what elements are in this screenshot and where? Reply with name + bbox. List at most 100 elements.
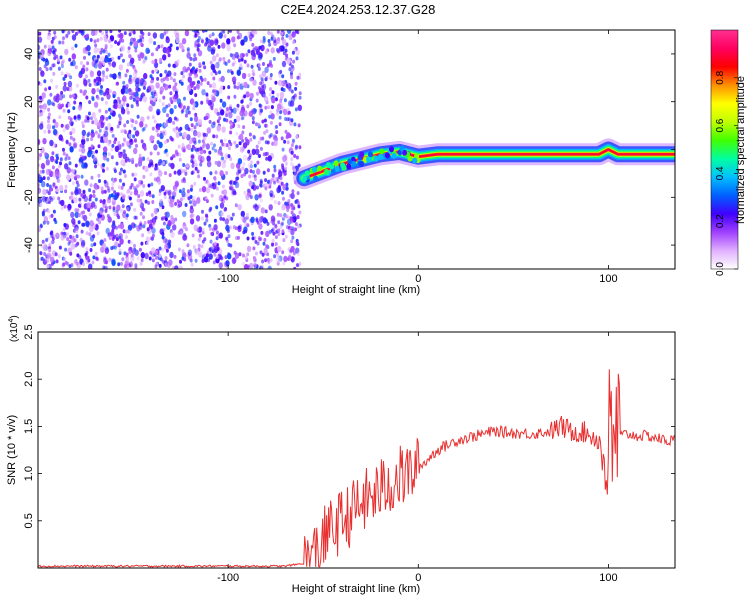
spectrogram-noise-cell — [101, 31, 105, 36]
spectrogram-noise-cell — [264, 178, 268, 183]
spectrogram-noise-cell — [80, 211, 84, 215]
spectrogram-noise-cell — [259, 250, 263, 255]
spectrogram-noise-cell — [66, 174, 71, 181]
spectrogram-noise-cell — [273, 254, 277, 259]
spectrogram-noise-cell — [182, 210, 187, 218]
spectrogram-noise-cell — [46, 33, 51, 41]
spectrogram-noise-cell — [156, 133, 160, 137]
spectrogram-noise-cell — [240, 173, 244, 178]
spectrogram-noise-cell — [249, 101, 253, 106]
spectrogram-noise-cell — [98, 220, 102, 225]
spectrogram-noise-cell — [177, 128, 181, 133]
spectrogram-noise-cell — [225, 143, 229, 148]
spectrogram-noise-cell — [280, 136, 284, 141]
spectrogram-noise-cell — [128, 144, 132, 149]
spectrogram-noise-cell — [96, 231, 100, 236]
spectrogram-noise-cell — [218, 262, 223, 269]
spectrogram-noise-cell — [65, 139, 69, 144]
spectrogram-noise-cell — [127, 229, 131, 234]
spectrogram-noise-cell — [216, 247, 220, 251]
spectrogram-noise-cell — [74, 163, 78, 168]
spectrogram-noise-cell — [55, 259, 59, 264]
spectrogram-noise-cell — [96, 81, 100, 86]
spectrogram-noise-cell — [260, 230, 264, 235]
spectrogram-noise-cell — [131, 250, 135, 255]
spectrogram-noise-cell — [211, 32, 215, 37]
spectrogram-noise-cell — [169, 91, 173, 96]
spectrogram-noise-cell — [258, 193, 262, 198]
spectrogram-noise-cell — [242, 125, 246, 130]
spectrogram-noise-cell — [129, 185, 133, 190]
spectrogram-noise-cell — [254, 108, 257, 113]
spectrogram-noise-cell — [298, 91, 302, 96]
spectrogram-noise-cell — [283, 139, 287, 144]
spectrogram-noise-cell — [202, 132, 206, 137]
spectrogram-noise-cell — [134, 130, 140, 137]
colorbar-tick-label: 0.0 — [715, 262, 726, 276]
spectrogram-noise-cell — [67, 30, 71, 35]
spectrogram-noise-cell — [120, 45, 125, 52]
spectrogram-noise-cell — [194, 166, 198, 171]
spectrogram-noise-cell — [295, 155, 299, 160]
spectrogram-noise-cell — [107, 216, 112, 223]
spectrogram-noise-cell — [80, 193, 84, 198]
spectrogram-noise-cell — [94, 43, 98, 48]
spectrogram-noise-cell — [111, 56, 115, 61]
spectrogram-noise-cell — [56, 156, 59, 161]
spectrogram-noise-cell — [229, 106, 232, 111]
spectrogram-noise-cell — [205, 218, 209, 223]
spectrogram-noise-cell — [150, 52, 154, 57]
spectrogram-noise-cell — [265, 244, 269, 249]
spectrogram-signal-cell — [373, 155, 379, 162]
spectrogram-noise-cell — [69, 135, 73, 140]
spectrogram-noise-cell — [99, 56, 105, 63]
spectrogram-noise-cell — [256, 168, 261, 175]
spectrogram-noise-cell — [100, 85, 103, 89]
spectrogram-noise-cell — [269, 31, 273, 36]
spectrogram-noise-cell — [159, 228, 164, 235]
spectrogram-noise-cell — [231, 212, 235, 217]
spectrogram-noise-cell — [229, 225, 232, 230]
spectrogram-noise-cell — [42, 57, 46, 62]
spectrogram-noise-cell — [48, 253, 52, 258]
snr-y-ticks: 0.51.01.52.02.5 — [23, 324, 675, 528]
spectrogram-noise-cell — [112, 208, 116, 213]
spectrogram-noise-cell — [117, 243, 121, 248]
spectrogram-noise-cell — [60, 234, 65, 241]
spectrogram-noise-cell — [295, 144, 298, 149]
spectrogram-noise-cell — [210, 106, 214, 111]
spectrogram-noise-cell — [142, 207, 146, 212]
spectrogram-noise-cell — [205, 37, 209, 42]
spectrogram-noise-cell — [107, 52, 111, 57]
spectrogram-noise-cell — [142, 126, 146, 131]
spectrogram-noise-cell — [267, 30, 271, 35]
spectrogram-noise-cell — [119, 238, 124, 245]
spectrogram-noise-cell — [73, 175, 77, 180]
spectrogram-noise-cell — [281, 147, 285, 152]
spectrogram-noise-cell — [240, 210, 245, 218]
spectrogram-noise-cell — [195, 215, 201, 222]
spectrogram-noise-cell — [201, 186, 207, 193]
spectrogram-noise-cell — [252, 79, 257, 86]
spectrogram-noise-cell — [128, 261, 133, 268]
spectrogram-noise-cell — [247, 49, 251, 54]
spectrogram-y-axis-label: Frequency (Hz) — [6, 112, 18, 188]
spectrogram-noise-cell — [270, 47, 275, 54]
spectrogram-noise-cell — [60, 206, 64, 211]
spectrogram-noise-cell — [186, 47, 190, 52]
spectrogram-noise-cell — [65, 232, 69, 237]
spectrogram-noise-cell — [236, 103, 240, 108]
spectrogram-signal-cell — [324, 168, 329, 175]
spectrogram-noise-cell — [122, 195, 125, 200]
spectrogram-noise-cell — [41, 92, 46, 99]
spectrogram-noise-cell — [269, 120, 273, 125]
spectrogram-noise-cell — [169, 200, 173, 204]
spectrogram-noise-cell — [243, 35, 248, 43]
x-tick-label: 0 — [415, 273, 421, 285]
snr-series-line — [38, 369, 675, 568]
spectrogram-noise-cell — [62, 36, 65, 41]
spectrogram-noise-cell — [125, 252, 129, 257]
spectrogram-noise-cell — [122, 102, 126, 106]
spectrogram-noise-cell — [203, 77, 207, 82]
spectrogram-noise-cell — [38, 190, 41, 194]
